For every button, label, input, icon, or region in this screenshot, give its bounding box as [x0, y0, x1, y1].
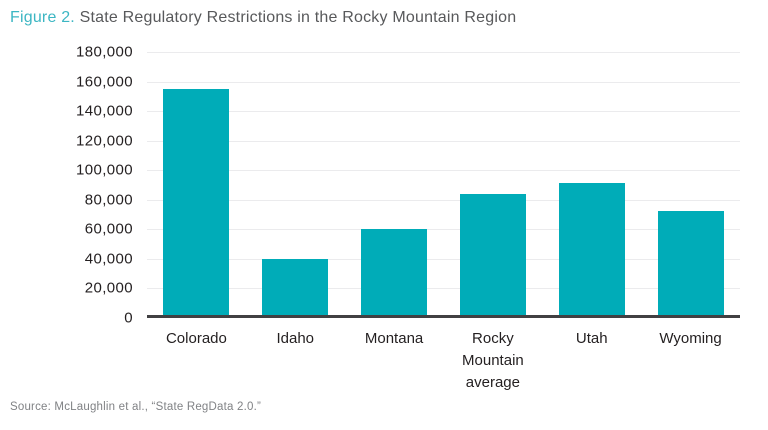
x-tick-label: Wyoming — [659, 330, 722, 347]
y-tick-label: 80,000 — [84, 191, 133, 209]
x-label-column: Rocky Mountain average — [443, 328, 542, 393]
x-label-column: Colorado — [147, 328, 246, 393]
gridline — [147, 170, 740, 172]
x-label-column: Utah — [542, 328, 641, 393]
bar-column — [542, 52, 641, 315]
gridline — [147, 288, 740, 290]
x-tick-label: Idaho — [276, 330, 315, 347]
bars-container — [147, 52, 740, 318]
bar-column — [641, 52, 740, 315]
bar-chart: 180,000 160,000 140,000 120,000 100,000 80,00… — [20, 44, 740, 327]
y-tick-label: 140,000 — [75, 102, 133, 120]
y-tick-label: 100,000 — [75, 161, 133, 179]
y-tick-label: 160,000 — [75, 73, 133, 91]
y-tick-label: 120,000 — [75, 132, 133, 150]
x-tick-label: Colorado — [165, 330, 227, 347]
gridline — [147, 140, 740, 142]
y-axis-labels: 180,000 160,000 140,000 120,000 100,000 80,00… — [20, 44, 147, 327]
gridline — [147, 81, 740, 83]
plot-area — [147, 52, 740, 318]
figure-title: Figure 2. State Regulatory Restrictions … — [0, 0, 768, 29]
bar-idaho — [262, 259, 329, 315]
gridline — [147, 199, 740, 201]
x-label-column: Idaho — [246, 328, 345, 393]
bar-column — [345, 52, 444, 315]
x-label-column: Wyoming — [641, 328, 740, 393]
gridline — [147, 52, 740, 53]
bar-montana — [361, 228, 428, 315]
x-label-column: Montana — [345, 328, 444, 393]
bar-column — [443, 52, 542, 315]
bar-column — [147, 52, 246, 315]
bar-utah — [558, 182, 625, 315]
gridline — [147, 258, 740, 260]
figure-number: Figure 2. — [10, 9, 75, 26]
bar-rocky-mountain-average — [459, 193, 526, 315]
gridline — [147, 111, 740, 113]
y-tick-label: 40,000 — [84, 250, 133, 268]
x-tick-label: Montana — [364, 330, 424, 347]
bar-column — [246, 52, 345, 315]
x-axis-labels: Colorado Idaho Montana Rocky Mountain avera… — [147, 328, 740, 393]
gridline — [147, 229, 740, 231]
x-tick-label: Rocky Mountain average — [462, 330, 524, 391]
y-tick-label: 60,000 — [84, 220, 133, 238]
x-tick-label: Utah — [575, 330, 608, 347]
y-tick-label: 180,000 — [75, 43, 133, 61]
y-tick-label: 20,000 — [84, 279, 133, 297]
bar-wyoming — [657, 211, 724, 315]
figure-title-text: State Regulatory Restrictions in the Roc… — [79, 9, 517, 26]
bar-colorado — [163, 89, 230, 315]
source-note: Source: McLaughlin et al., “State RegDat… — [10, 401, 262, 413]
y-tick-label: 0 — [124, 309, 133, 327]
